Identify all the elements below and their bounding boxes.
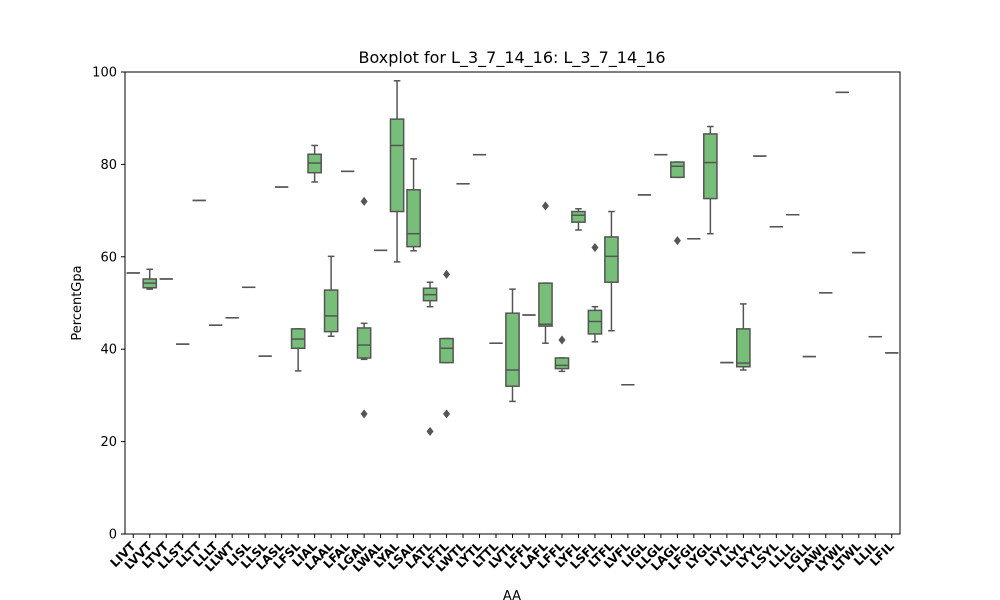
box-group	[587, 243, 603, 343]
box-iqr	[505, 312, 520, 387]
y-tick-label: 100	[92, 66, 117, 81]
outlier-point	[673, 236, 681, 246]
box-group	[389, 80, 405, 263]
box-iqr	[736, 328, 751, 368]
box-group	[406, 158, 421, 252]
box-group	[736, 303, 751, 371]
box-iqr	[389, 118, 405, 213]
box-group	[670, 161, 685, 246]
box-iqr	[571, 210, 586, 223]
box-group	[571, 208, 586, 231]
box-group	[505, 288, 520, 403]
box-group	[142, 268, 158, 290]
y-tick-label: 60	[100, 250, 117, 265]
plot-area: 020406080100LIVTLVVTLTVTLLSTLLTTLLLTLLWT…	[92, 66, 901, 575]
y-tick-label: 0	[109, 528, 117, 543]
box-group	[538, 201, 553, 344]
box-iqr	[703, 133, 718, 200]
box-iqr	[604, 236, 619, 283]
box-group	[356, 196, 372, 419]
box-iqr	[670, 161, 685, 179]
y-axis-label: PercentGpa	[70, 265, 85, 340]
outlier-point	[360, 409, 368, 419]
box-iqr	[538, 282, 553, 327]
box-group	[439, 269, 454, 419]
box-iqr	[439, 337, 454, 364]
box-group	[290, 328, 306, 372]
box-group	[703, 125, 718, 235]
outlier-point	[360, 196, 368, 206]
box-group	[422, 281, 438, 436]
y-tick-label: 80	[100, 158, 117, 173]
box-group	[307, 144, 322, 183]
outlier-point	[558, 335, 566, 345]
box-group	[323, 255, 339, 338]
box-group	[554, 335, 570, 373]
outlier-point	[443, 269, 451, 279]
box-iqr	[406, 189, 421, 248]
outlier-point	[426, 426, 434, 436]
chart-title: Boxplot for L_3_7_14_16: L_3_7_14_16	[358, 48, 665, 68]
box-group	[604, 210, 619, 332]
outlier-point	[541, 201, 549, 211]
box-iqr	[356, 327, 372, 359]
box-iqr	[323, 289, 339, 333]
outlier-point	[443, 409, 451, 419]
x-axis-label: AA	[503, 589, 521, 600]
outlier-point	[591, 243, 599, 253]
box-iqr	[554, 357, 570, 370]
y-tick-label: 20	[100, 435, 117, 450]
y-tick-label: 40	[100, 343, 117, 358]
